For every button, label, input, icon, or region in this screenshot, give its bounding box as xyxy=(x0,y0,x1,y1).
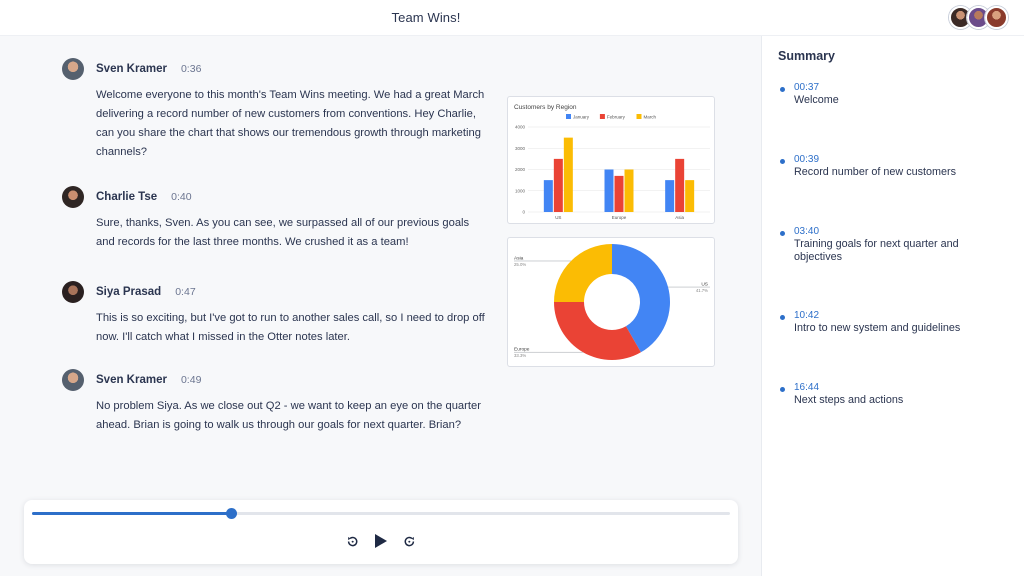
bar xyxy=(685,180,695,212)
speaker-name: Charlie Tse xyxy=(96,191,158,203)
bar xyxy=(604,169,614,212)
summary-item[interactable]: 00:39 Record number of new customers xyxy=(780,154,1010,179)
x-tick-label: Asia xyxy=(675,215,684,220)
message-timestamp[interactable]: 0:36 xyxy=(180,63,202,75)
avatar xyxy=(62,58,84,80)
y-tick-label: 3000 xyxy=(515,146,526,151)
transcript-message: Charlie Tse 0:40 Sure, thanks, Sven. As … xyxy=(62,186,482,252)
summary-item[interactable]: 16:44 Next steps and actions xyxy=(780,382,1010,407)
legend-label: March xyxy=(644,115,657,120)
legend-swatch xyxy=(599,114,605,119)
y-tick-label: 2000 xyxy=(515,167,526,172)
playback-progress xyxy=(32,512,231,515)
legend-label: January xyxy=(573,115,590,120)
speaker-name: Sven Kramer xyxy=(96,374,167,386)
participant-avatars[interactable] xyxy=(949,6,1008,29)
y-tick-label: 4000 xyxy=(515,125,526,130)
summary-item[interactable]: 00:37 Welcome xyxy=(780,82,1010,107)
forward-icon xyxy=(404,536,414,546)
bar-chart-card[interactable]: Customers by Region January February March 0… xyxy=(507,96,715,224)
avatar[interactable] xyxy=(985,6,1008,29)
message-timestamp[interactable]: 0:49 xyxy=(180,374,202,386)
forward-button[interactable] xyxy=(400,532,418,550)
summary-timestamp[interactable]: 03:40 xyxy=(794,226,820,237)
avatar xyxy=(62,186,84,208)
slice-percent: 33.3% xyxy=(514,353,526,358)
legend-swatch xyxy=(566,114,571,119)
slice-label: Europe xyxy=(514,347,530,353)
speaker-name: Siya Prasad xyxy=(96,286,162,298)
bar xyxy=(543,180,553,212)
play-button[interactable] xyxy=(372,532,390,550)
top-bar: Team Wins! xyxy=(0,0,1024,36)
bar xyxy=(624,169,634,212)
bar xyxy=(553,158,563,212)
x-tick-label: US xyxy=(555,215,561,220)
bar xyxy=(563,137,573,212)
timeline-dot xyxy=(780,387,785,392)
summary-text: Record number of new customers xyxy=(794,166,957,178)
transcript-message: Sven Kramer 0:49 No problem Siya. As we … xyxy=(62,369,482,435)
bar xyxy=(675,158,685,212)
slice-label: US xyxy=(701,282,708,288)
play-icon xyxy=(375,534,387,548)
summary-text: Welcome xyxy=(794,94,839,106)
summary-sidebar: Summary 00:37 Welcome 00:39 Record numbe… xyxy=(762,36,1024,576)
summary-timestamp[interactable]: 10:42 xyxy=(794,310,820,321)
slice-percent: 41.7% xyxy=(696,288,708,293)
timeline-dot xyxy=(780,231,785,236)
bar-chart: Customers by Region January February March 0… xyxy=(514,104,710,220)
summary-text: Intro to new system and guidelines xyxy=(794,322,961,334)
message-text: This is so exciting, but I've got to run… xyxy=(96,312,485,343)
y-tick-label: 0 xyxy=(522,210,525,215)
slice-label: Asia xyxy=(514,255,524,261)
message-timestamp[interactable]: 0:40 xyxy=(171,191,192,203)
meeting-title: Team Wins! xyxy=(391,10,461,25)
rewind-button[interactable] xyxy=(343,532,361,550)
avatar xyxy=(62,369,84,391)
message-text: Sure, thanks, Sven. As you can see, we s… xyxy=(96,217,470,248)
chart-title: Customers by Region xyxy=(514,104,577,111)
summary-item[interactable]: 03:40 Training goals for next quarter an… xyxy=(780,226,1010,264)
summary-timestamp[interactable]: 16:44 xyxy=(794,382,820,393)
timeline-dot xyxy=(780,159,785,164)
summary-timestamp[interactable]: 00:37 xyxy=(794,82,820,93)
x-tick-label: Europe xyxy=(612,215,627,220)
bar xyxy=(614,175,624,212)
audio-player xyxy=(24,500,738,564)
summary-text: Training goals for next quarter and obje… xyxy=(794,238,959,263)
message-text: No problem Siya. As we close out Q2 - we… xyxy=(96,400,481,431)
summary-title: Summary xyxy=(778,49,835,63)
summary-text: Next steps and actions xyxy=(794,394,904,406)
rewind-icon xyxy=(347,536,357,546)
transcript-message: Siya Prasad 0:47 This is so exciting, bu… xyxy=(62,281,485,347)
donut-slice xyxy=(554,302,641,360)
slice-percent: 25.0% xyxy=(514,262,526,267)
avatar xyxy=(62,281,84,303)
summary-timestamp[interactable]: 00:39 xyxy=(794,154,820,165)
playback-scrubber[interactable] xyxy=(32,508,730,519)
donut-slice xyxy=(612,244,670,353)
timeline-dot xyxy=(780,315,785,320)
donut-slice xyxy=(554,244,612,302)
summary-item[interactable]: 10:42 Intro to new system and guidelines xyxy=(780,310,1010,335)
legend-swatch xyxy=(636,114,642,119)
y-tick-label: 1000 xyxy=(515,188,526,193)
bar xyxy=(665,180,675,212)
message-timestamp[interactable]: 0:47 xyxy=(175,286,196,298)
legend-label: February xyxy=(607,115,626,120)
donut-chart-card[interactable]: US 41.7% Europe 33.3% Asia 25.0% xyxy=(507,237,715,367)
timeline-dot xyxy=(780,87,785,92)
transcript-message: Sven Kramer 0:36 Welcome everyone to thi… xyxy=(62,58,484,162)
message-text: Welcome everyone to this month's Team Wi… xyxy=(96,89,485,158)
speaker-name: Sven Kramer xyxy=(96,63,167,75)
scrubber-handle[interactable] xyxy=(225,508,237,519)
